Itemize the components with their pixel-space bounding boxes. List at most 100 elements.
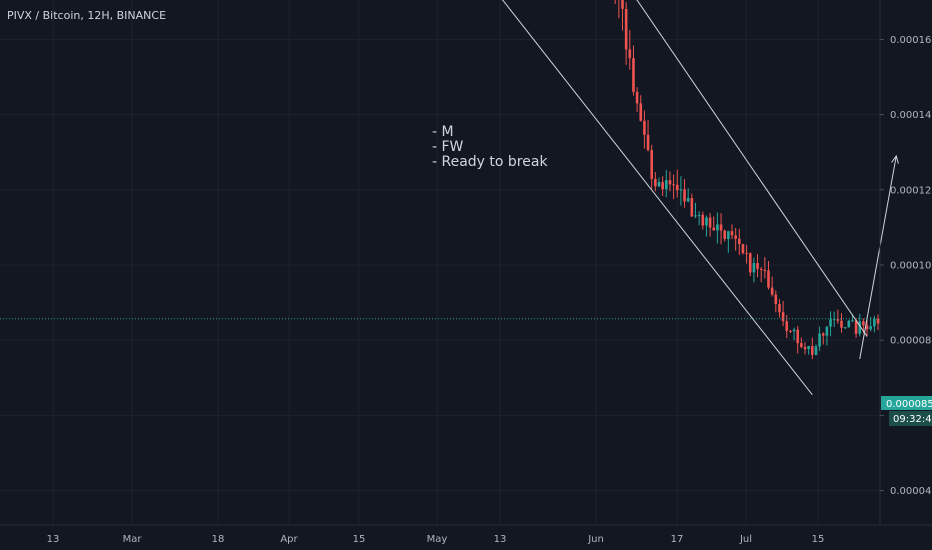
candle-body bbox=[679, 189, 683, 191]
candle-body bbox=[675, 184, 679, 191]
time-axis[interactable]: 13 Mar 18 Apr 15 May 13 Jun 17 Jul 15 bbox=[47, 534, 825, 545]
candle-body bbox=[683, 189, 686, 202]
symbol-title: PIVX / Bitcoin, 12H, BINANCE bbox=[7, 9, 166, 22]
candle-series bbox=[614, 0, 880, 360]
candle-body bbox=[723, 230, 726, 239]
candle-body bbox=[708, 217, 712, 228]
time-tick-label: Jun bbox=[587, 534, 604, 545]
candle-countdown: 09:32:49 bbox=[893, 414, 932, 425]
candle-body bbox=[836, 319, 840, 321]
time-tick-label: Mar bbox=[123, 534, 143, 545]
candle-body bbox=[759, 268, 763, 271]
candle-body bbox=[741, 244, 745, 254]
candle-body bbox=[821, 333, 825, 336]
candle-body bbox=[851, 320, 854, 322]
annotation-line-1: - M bbox=[432, 124, 454, 140]
price-tick-label: 0.0000400 bbox=[890, 486, 932, 497]
candle-body bbox=[807, 346, 810, 350]
candle-body bbox=[734, 235, 737, 239]
candle-body bbox=[694, 215, 697, 217]
candle-body bbox=[705, 217, 708, 226]
candle-body bbox=[840, 320, 843, 328]
candle-body bbox=[792, 329, 796, 332]
time-tick-label: 15 bbox=[353, 534, 366, 545]
trend-channel-drawing[interactable] bbox=[451, 0, 899, 396]
candle-body bbox=[712, 227, 716, 231]
candle-body bbox=[686, 198, 690, 202]
exchange-label: BINANCE bbox=[117, 9, 166, 22]
candle-body bbox=[832, 319, 836, 321]
interval-label: 12H bbox=[87, 9, 109, 22]
last-price-badge-bg bbox=[881, 396, 932, 410]
candle-body bbox=[745, 253, 748, 255]
candle-body bbox=[643, 120, 646, 135]
candle-body bbox=[635, 91, 639, 104]
candle-body bbox=[657, 182, 661, 187]
candle-body bbox=[858, 321, 862, 334]
candle-body bbox=[800, 343, 803, 348]
last-price-badge: 0.0000857 09:32:49 bbox=[881, 396, 932, 426]
price-tick-label: 0.0001200 bbox=[890, 185, 932, 196]
candle-body bbox=[701, 214, 705, 226]
channel-lower-line[interactable] bbox=[451, 0, 813, 396]
candle-body bbox=[829, 319, 832, 327]
candle-body bbox=[727, 231, 730, 239]
arrow-head-icon[interactable] bbox=[891, 154, 899, 164]
candle-body bbox=[752, 263, 756, 273]
time-tick-label: 18 bbox=[212, 534, 225, 545]
candle-body bbox=[781, 312, 785, 322]
price-tick-label: 0.0001600 bbox=[890, 35, 932, 46]
candle-body bbox=[767, 270, 770, 288]
title-separator-2: , bbox=[110, 9, 117, 22]
candle-body bbox=[730, 231, 734, 236]
price-tick-label: 0.0001000 bbox=[890, 261, 932, 272]
candle-body bbox=[628, 49, 632, 59]
countdown-badge-bg bbox=[889, 411, 932, 426]
candle-body bbox=[748, 253, 752, 273]
candle-body bbox=[789, 330, 792, 332]
time-tick-label: 13 bbox=[494, 534, 507, 545]
annotation-line-2: - FW bbox=[432, 139, 464, 155]
candle-body bbox=[811, 346, 814, 355]
candle-body bbox=[632, 58, 635, 92]
title-separator: , bbox=[80, 9, 87, 22]
channel-upper-line[interactable] bbox=[458, 0, 868, 337]
candle-body bbox=[697, 214, 701, 216]
candle-body bbox=[639, 103, 643, 121]
candle-body bbox=[818, 333, 821, 347]
candle-body bbox=[803, 347, 807, 350]
breakout-arrow-line[interactable] bbox=[859, 155, 897, 360]
candle-body bbox=[756, 263, 759, 269]
candle-body bbox=[865, 325, 869, 330]
candle-body bbox=[690, 198, 694, 217]
candle-body bbox=[738, 238, 741, 245]
candle-body bbox=[621, 0, 624, 9]
candle-body bbox=[862, 321, 865, 326]
candle-body bbox=[661, 182, 664, 190]
grid-lines bbox=[0, 0, 880, 525]
price-tick-label: 0.0000800 bbox=[890, 336, 932, 347]
candle-body bbox=[854, 320, 858, 334]
time-tick-label: May bbox=[427, 534, 448, 545]
time-tick-label: 17 bbox=[671, 534, 684, 545]
candle-body bbox=[719, 224, 723, 231]
candle-body bbox=[763, 270, 767, 272]
candle-body bbox=[825, 326, 829, 336]
candle-body bbox=[847, 320, 851, 328]
time-tick-label: 13 bbox=[47, 534, 60, 545]
candle-body bbox=[778, 304, 781, 313]
time-tick-label: Apr bbox=[280, 534, 298, 545]
time-tick-label: Jul bbox=[739, 534, 752, 545]
candle-body bbox=[716, 224, 719, 231]
candle-body bbox=[785, 321, 789, 331]
candle-body bbox=[869, 326, 872, 330]
candle-body bbox=[774, 294, 778, 305]
candle-body bbox=[665, 180, 668, 190]
candle-body bbox=[814, 346, 818, 355]
annotation-line-3: - Ready to break bbox=[432, 154, 548, 170]
candle-body bbox=[650, 150, 653, 179]
time-tick-label: 15 bbox=[812, 534, 825, 545]
price-tick-label: 0.0001400 bbox=[890, 110, 932, 121]
